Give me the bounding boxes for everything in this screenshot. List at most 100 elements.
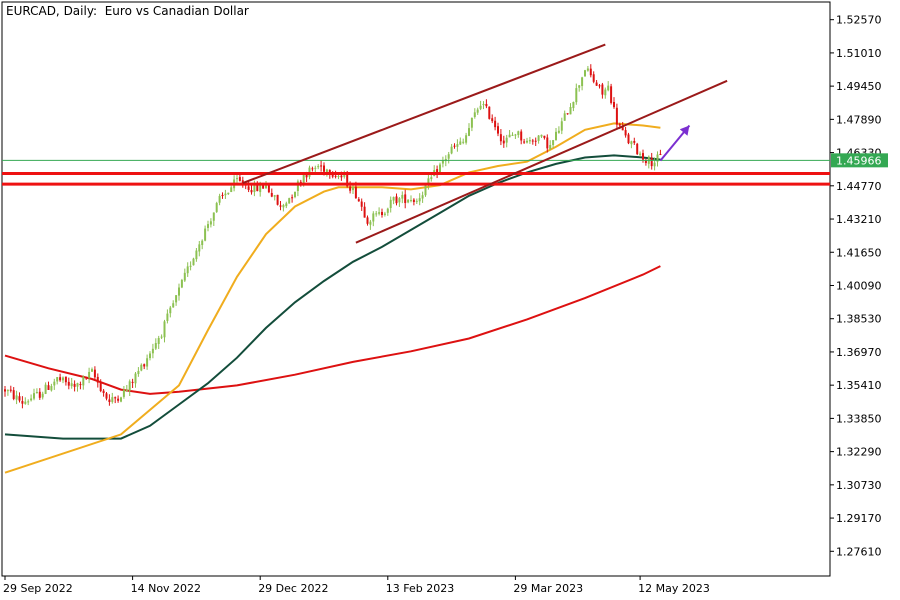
candle	[537, 135, 540, 144]
y-tick-label: 1.35410	[836, 379, 882, 392]
candle-body	[346, 174, 349, 187]
candle-body	[82, 376, 85, 386]
candle	[15, 390, 18, 405]
candle-body	[175, 295, 178, 303]
candle	[24, 397, 27, 405]
candle	[615, 103, 618, 130]
candle	[447, 151, 450, 164]
y-tick-label: 1.32290	[836, 446, 882, 459]
candle-body	[76, 383, 79, 387]
candle-body	[369, 221, 372, 225]
candle-body	[656, 154, 659, 162]
candle-body	[543, 135, 546, 138]
y-axis: 1.525701.510101.494501.478901.463301.447…	[830, 14, 888, 558]
candle	[540, 134, 543, 139]
candle-body	[41, 393, 44, 398]
candle-body	[160, 336, 163, 338]
candle-body	[108, 399, 111, 403]
candle	[572, 101, 575, 112]
x-tick-label: 13 Feb 2023	[386, 582, 454, 595]
candle-body	[537, 135, 540, 141]
candle-body	[204, 228, 207, 241]
candle-body	[192, 258, 195, 266]
candle-body	[288, 198, 291, 204]
candle-body	[215, 203, 218, 212]
candle	[360, 198, 363, 211]
candle	[630, 140, 633, 149]
candle-body	[282, 205, 285, 208]
candle-body	[520, 131, 523, 141]
y-tick-label: 1.49450	[836, 80, 882, 93]
candle-body	[610, 86, 613, 103]
candle-body	[552, 140, 555, 146]
candle	[317, 164, 320, 170]
y-tick-label: 1.44770	[836, 180, 882, 193]
candle	[296, 179, 299, 197]
candle-body	[166, 313, 169, 321]
candle-body	[111, 397, 114, 402]
candle-body	[421, 195, 424, 199]
candle-body	[212, 212, 215, 221]
candle-body	[157, 338, 160, 344]
candle	[607, 81, 610, 92]
candle-body	[424, 185, 427, 196]
candle-body	[172, 303, 175, 308]
candle-body	[44, 384, 47, 394]
candle	[482, 101, 485, 110]
candle-body	[546, 137, 549, 149]
candle	[381, 208, 383, 218]
candle-body	[9, 389, 12, 391]
candle	[424, 185, 427, 197]
candle	[195, 248, 198, 262]
candle-body	[439, 164, 441, 174]
candle-body	[131, 381, 134, 383]
candle-body	[146, 358, 149, 367]
candles	[4, 64, 662, 409]
candle-body	[659, 153, 662, 155]
candle	[473, 108, 476, 119]
candle-body	[572, 102, 575, 109]
candle	[465, 132, 468, 145]
candle-body	[528, 140, 531, 142]
candle	[4, 385, 6, 397]
candle	[105, 392, 108, 401]
candle	[70, 377, 73, 389]
candle	[586, 65, 589, 72]
candle-body	[302, 174, 305, 184]
x-tick-label: 12 May 2023	[638, 582, 710, 595]
candle	[659, 149, 662, 156]
x-tick-label: 29 Mar 2023	[513, 582, 583, 595]
candle-body	[88, 371, 91, 378]
candle	[610, 83, 613, 105]
candle	[166, 309, 169, 324]
candle	[88, 367, 91, 384]
candle	[363, 202, 366, 218]
candle-body	[218, 195, 221, 203]
candle-body	[99, 382, 102, 392]
candle-body	[473, 112, 476, 118]
candle-body	[386, 208, 389, 213]
candle	[514, 133, 517, 139]
candle	[35, 388, 38, 394]
candle-body	[586, 68, 589, 71]
y-tick-label: 1.43210	[836, 213, 882, 226]
candle-body	[236, 178, 238, 180]
trend-lines	[2, 43, 830, 244]
candle-body	[12, 390, 15, 399]
candle-body	[476, 109, 479, 113]
candle-body	[149, 353, 151, 359]
candle-body	[201, 240, 204, 246]
candle	[357, 197, 360, 202]
candle	[337, 174, 340, 180]
candle	[375, 210, 378, 217]
candle-body	[186, 266, 189, 274]
candle	[560, 117, 563, 135]
candle-body	[436, 169, 439, 174]
candle-body	[395, 196, 398, 204]
candle-body	[276, 194, 279, 205]
candle-body	[114, 397, 117, 399]
y-tick-label: 1.36970	[836, 346, 882, 359]
candle	[44, 382, 47, 395]
candle	[137, 367, 140, 377]
candle-body	[560, 121, 563, 131]
